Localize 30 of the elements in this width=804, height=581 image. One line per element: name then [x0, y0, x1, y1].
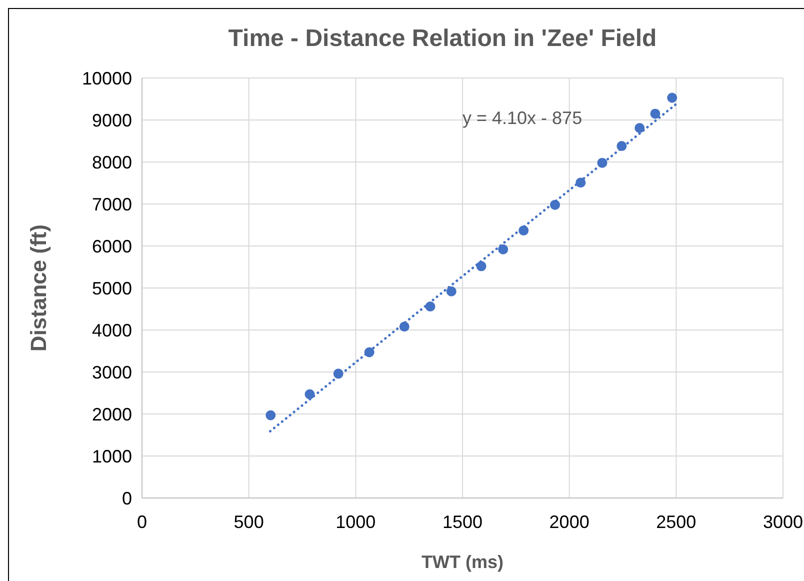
point	[634, 122, 645, 133]
y-tick-label: 4000	[92, 320, 132, 340]
y-tick-label: 5000	[92, 278, 132, 298]
point	[304, 389, 315, 400]
x-tick-label: 3000	[762, 512, 804, 532]
y-tick-label: 9000	[92, 110, 132, 130]
x-axis-title: TWT (ms)	[422, 552, 504, 572]
x-tick-label: 0	[136, 512, 148, 532]
y-tick-label: 0	[122, 488, 132, 508]
x-tick-label: 2000	[549, 512, 590, 532]
x-tick-label: 1000	[336, 512, 376, 532]
point	[266, 410, 276, 420]
chart-title: Time - Distance Relation in 'Zee' Field	[228, 25, 657, 52]
y-axis-title: Distance (ft)	[26, 224, 51, 352]
y-tick-label: 6000	[92, 236, 132, 256]
point	[650, 108, 660, 119]
x-tick-label: 500	[234, 512, 264, 532]
y-tick-label: 2000	[92, 404, 132, 424]
point	[498, 244, 508, 254]
y-tick-label: 3000	[92, 362, 132, 382]
annotation: y = 4.10x - 875	[462, 108, 582, 128]
y-tick-label: 8000	[92, 152, 132, 172]
point	[446, 286, 456, 296]
point	[667, 92, 678, 103]
y-tick-label: 10000	[82, 68, 132, 88]
point	[476, 261, 486, 272]
x-tick-label: 1500	[442, 512, 483, 532]
y-tick-label: 1000	[92, 446, 132, 466]
y-tick-label: 7000	[92, 194, 132, 214]
x-tick-label: 2500	[656, 512, 696, 532]
